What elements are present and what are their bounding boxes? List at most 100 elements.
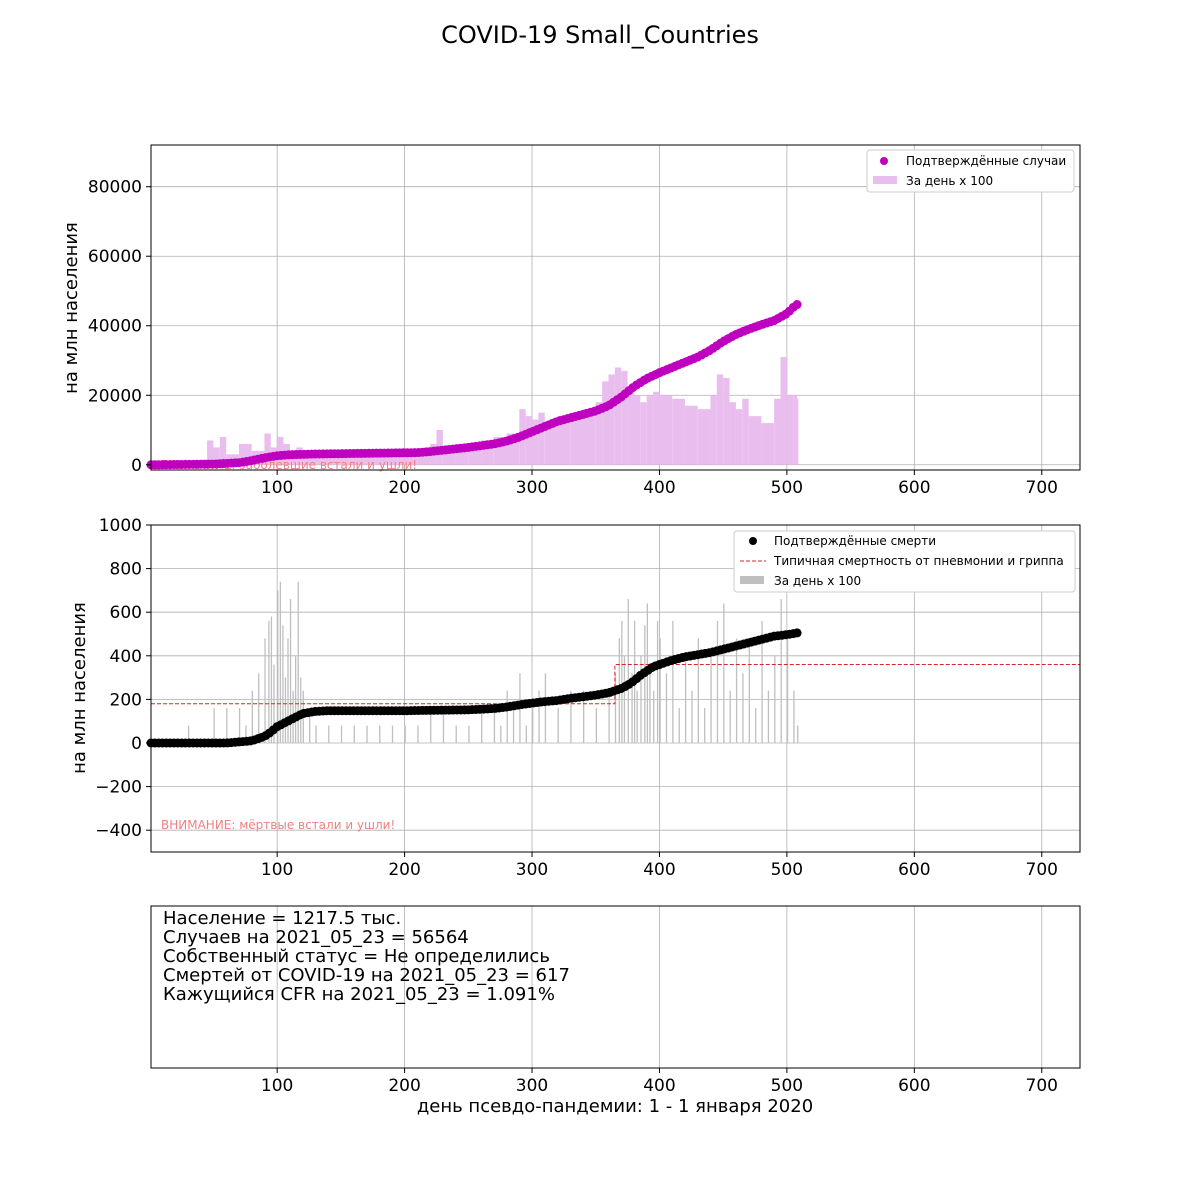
daily-death-bar: [282, 625, 284, 743]
deaths-legend-label-line: Типичная смертность от пневмонии и грипп…: [773, 554, 1064, 568]
y-tick-label: 0: [131, 734, 142, 754]
x-tick-label: 300: [516, 1076, 548, 1096]
deaths-legend-bar-swatch: [740, 576, 764, 584]
daily-death-bar: [557, 708, 559, 743]
deaths-points: [146, 628, 802, 748]
x-tick-label: 500: [771, 478, 803, 498]
daily-case-bar: [697, 409, 711, 465]
y-tick-label: 600: [110, 603, 142, 623]
deaths-legend: Подтверждённые смерти Типичная смертност…: [733, 530, 1076, 593]
daily-death-bar: [442, 708, 445, 743]
deaths-ylabel: на млн населения: [69, 602, 90, 774]
daily-case-bar: [602, 381, 609, 465]
info-axes-frame: [150, 905, 1081, 1069]
deaths-legend-marker: [749, 537, 757, 545]
daily-death-bar: [284, 677, 287, 743]
daily-case-bar: [729, 402, 736, 465]
x-tick-label: 500: [771, 1076, 803, 1096]
daily-death-bar: [289, 599, 292, 743]
y-tick-label: −200: [95, 778, 142, 798]
deaths-axes-frame: [150, 524, 1081, 853]
daily-death-bar: [315, 725, 317, 743]
daily-case-bar: [219, 436, 227, 465]
daily-death-bar: [187, 725, 190, 743]
daily-death-bar: [500, 725, 502, 743]
info-panel: Население = 1217.5 тыс. Случаев на 2021_…: [150, 905, 1081, 1117]
cases-ticks: 100 200 300 400 500 600 700 0 20000 40000 60000 800…: [88, 178, 1058, 498]
daily-death-bar: [672, 620, 674, 743]
daily-case-bar: [735, 409, 743, 465]
daily-death-bar: [748, 638, 750, 743]
daily-case-bar: [633, 395, 641, 465]
info-xlabel: день псевдо-пандемии: 1 - 1 января 2020: [417, 1096, 813, 1117]
daily-death-bar: [544, 673, 547, 743]
daily-death-bar: [704, 708, 706, 743]
daily-death-bar: [767, 690, 770, 743]
y-tick-label: 40000: [88, 317, 142, 337]
y-tick-label: 400: [110, 647, 142, 667]
daily-case-bar: [710, 395, 717, 465]
daily-death-bar: [570, 690, 572, 743]
x-tick-label: 200: [388, 1076, 420, 1096]
daily-death-bar: [644, 625, 646, 743]
daily-death-bar: [506, 690, 508, 743]
daily-case-bar: [621, 370, 628, 465]
y-tick-label: 800: [110, 560, 142, 580]
typical-mortality-line: [151, 664, 1080, 705]
daily-case-bar: [532, 419, 539, 465]
daily-case-bar: [684, 405, 698, 465]
daily-death-bar: [391, 725, 394, 743]
x-tick-label: 300: [516, 860, 548, 880]
y-tick-label: 60000: [88, 247, 142, 267]
info-line-deaths: Смертей от COVID-19 на 2021_05_23 = 617: [163, 965, 570, 986]
cases-points: [146, 300, 802, 470]
daily-death-bar: [532, 708, 534, 743]
y-tick-label: 20000: [88, 386, 142, 406]
daily-death-bar: [213, 708, 215, 743]
x-tick-label: 400: [643, 860, 675, 880]
daily-death-bar: [761, 620, 763, 743]
daily-death-bar: [723, 603, 725, 743]
daily-death-bar: [786, 638, 789, 743]
daily-case-bar: [774, 398, 781, 465]
daily-case-bar: [761, 423, 775, 465]
daily-case-bar: [544, 423, 558, 465]
info-line-cases: Случаев на 2021_05_23 = 56564: [163, 927, 469, 948]
daily-death-bar: [297, 581, 299, 743]
cases-legend-bar-swatch: [873, 176, 897, 184]
x-tick-label: 200: [388, 478, 420, 498]
y-tick-label: 1000: [99, 516, 142, 536]
daily-death-bar: [538, 690, 540, 743]
daily-death-bar: [493, 708, 496, 743]
daily-death-bar: [279, 581, 282, 743]
daily-death-bar: [640, 655, 642, 743]
cases-ylabel: на млн населения: [61, 222, 82, 394]
daily-death-bar: [277, 590, 279, 743]
daily-death-bar: [379, 725, 381, 743]
daily-death-bar: [780, 599, 782, 743]
daily-case-bar: [525, 416, 533, 465]
daily-death-bar: [697, 638, 699, 743]
cases-legend-marker: [880, 157, 888, 165]
daily-death-bar: [270, 616, 273, 743]
daily-death-bar: [774, 655, 776, 743]
daily-death-bar: [653, 690, 655, 743]
x-tick-label: 700: [1026, 1076, 1058, 1096]
info-grid: [276, 906, 1043, 1068]
deaths-chart: ВНИМАНИЕ: мёртвые встали и ушли! 100 200 3…: [69, 516, 1081, 880]
daily-death-bar: [665, 673, 668, 743]
daily-case-bar: [614, 367, 622, 465]
x-tick-label: 600: [898, 1076, 930, 1096]
daily-case-bar: [538, 412, 545, 465]
daily-death-bar: [238, 708, 241, 743]
info-line-population: Население = 1217.5 тыс.: [163, 908, 401, 929]
daily-death-bar: [468, 725, 470, 743]
daily-death-bar: [614, 673, 617, 743]
daily-death-bar: [608, 690, 610, 743]
daily-case-bar: [742, 398, 749, 465]
daily-death-bar: [481, 708, 483, 743]
daily-case-bar: [797, 398, 799, 465]
daily-death-bar: [583, 690, 585, 743]
daily-death-bar: [793, 690, 795, 743]
